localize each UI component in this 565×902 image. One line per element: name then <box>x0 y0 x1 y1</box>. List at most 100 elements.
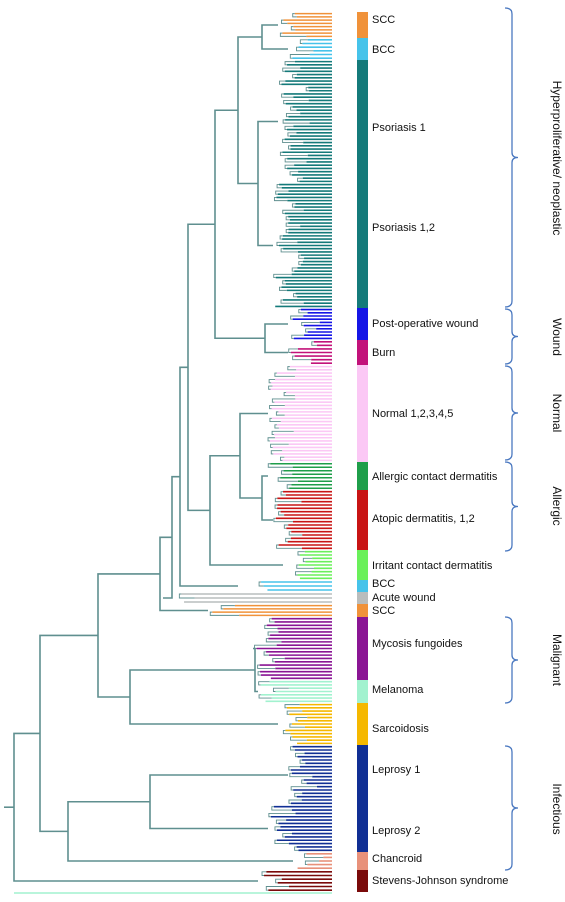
tree-branch <box>97 573 160 698</box>
leaf-branch <box>290 26 296 31</box>
leaf-branch <box>302 557 313 563</box>
leaf-branch <box>288 799 302 804</box>
leaf-branch <box>257 671 262 676</box>
color-bar-segment <box>357 870 368 892</box>
tree-branch <box>209 454 283 566</box>
group-bracket <box>504 308 519 365</box>
leaf-branch <box>285 222 301 227</box>
leaf-branch <box>283 392 295 397</box>
color-bar-segment <box>357 852 368 870</box>
segment-label-stevens-johnson-syndrome: Stevens-Johnson syndrome <box>372 875 508 887</box>
leaf-branch <box>296 564 315 569</box>
leaf-branch <box>274 504 278 509</box>
leaf-branch <box>291 267 298 272</box>
leaf-branch <box>281 470 293 475</box>
leaf-branch <box>268 385 273 390</box>
leaf-branch <box>276 184 282 189</box>
dendrogram-leaves <box>178 12 332 891</box>
leaf-branch <box>279 80 286 85</box>
leaf-branch <box>285 537 291 543</box>
leaf-branch <box>274 497 302 503</box>
leaf-branch <box>280 248 298 253</box>
leaf-branch <box>280 491 286 496</box>
leaf-branch <box>272 657 285 663</box>
leaf-branch <box>288 766 300 771</box>
leaf-branch <box>280 299 304 304</box>
leaf-branch <box>282 833 292 838</box>
leaf-branch <box>270 450 283 455</box>
group-bracket <box>504 461 519 552</box>
tree-branch <box>257 120 278 247</box>
leaf-branch <box>276 544 302 549</box>
leaf-branch <box>286 710 303 715</box>
leaf-branch <box>258 694 272 699</box>
leaf-branch <box>298 254 305 259</box>
leaf-branch <box>278 511 285 516</box>
color-bar-segment <box>357 38 368 60</box>
tree-branch <box>67 800 293 862</box>
leaf-branch <box>304 860 320 866</box>
leaf-branch <box>286 484 292 489</box>
leaf-branch <box>282 730 291 735</box>
leaf-branch <box>290 746 295 751</box>
leaf-branch <box>301 321 320 327</box>
leaf-branch <box>290 786 318 791</box>
segment-label-leprosy-1: Leprosy 1 <box>372 764 420 776</box>
leaf-branch <box>297 551 305 556</box>
leaf-branch <box>299 759 306 764</box>
leaf-branch <box>288 531 303 536</box>
leaf-branch <box>288 145 291 150</box>
segment-label-sarcoidosis: Sarcoidosis <box>372 723 429 735</box>
color-bar-segment <box>357 308 368 340</box>
leaf-branch <box>285 229 289 234</box>
leaf-branch <box>274 826 281 831</box>
leaf-branch <box>275 819 287 824</box>
leaf-branch <box>281 93 294 98</box>
group-bracket <box>504 365 519 461</box>
leaf-branch <box>298 261 303 266</box>
segment-label-psoriasis-1-2: Psoriasis 1,2 <box>372 222 435 234</box>
leaf-branch <box>293 293 298 298</box>
leaf-branch <box>288 348 298 353</box>
leaf-branch <box>275 411 285 416</box>
leaf-branch <box>283 100 309 105</box>
leaf-branch <box>273 196 288 202</box>
group-label-malignant: Malignant <box>550 634 564 687</box>
leaf-branch <box>279 286 287 291</box>
category-color-bar <box>357 12 368 892</box>
group-label-normal: Normal <box>550 394 564 433</box>
leaf-branch <box>271 806 292 811</box>
leaf-branch <box>282 138 304 143</box>
segment-label-irritant-contact-dermatitis: Irritant contact dermatitis <box>372 560 493 572</box>
leaf-branch <box>294 846 299 851</box>
color-bar-segment <box>357 12 368 38</box>
color-bar-segment <box>357 550 368 580</box>
leaf-branch <box>275 878 282 884</box>
dendrogram-tree <box>4 24 332 894</box>
leaf-branch <box>273 273 292 279</box>
leaf-branch <box>220 605 235 610</box>
leaf-branch <box>282 119 310 124</box>
leaf-branch <box>295 571 312 576</box>
color-bar-segment <box>357 365 368 462</box>
leaf-branch <box>265 638 282 643</box>
color-bar-segment <box>357 805 368 852</box>
color-bar-segment <box>357 340 368 365</box>
color-bar-segment <box>357 183 368 308</box>
leaf-branch <box>257 664 276 669</box>
leaf-branch <box>261 871 267 876</box>
leaf-branch <box>267 437 275 442</box>
leaf-branch <box>299 39 308 44</box>
color-bar-segment <box>357 60 368 183</box>
leaf-branch <box>289 171 299 176</box>
leaf-branch <box>284 704 300 709</box>
leaf-branch <box>292 355 312 361</box>
color-bar-segment <box>357 490 368 550</box>
leaf-branch <box>301 779 307 784</box>
leaf-branch <box>271 398 296 403</box>
color-bar-segment <box>357 604 368 617</box>
leaf-branch <box>295 752 305 758</box>
tree-branch <box>159 536 208 612</box>
leaf-branch <box>275 190 289 195</box>
leaf-branch <box>297 177 303 182</box>
